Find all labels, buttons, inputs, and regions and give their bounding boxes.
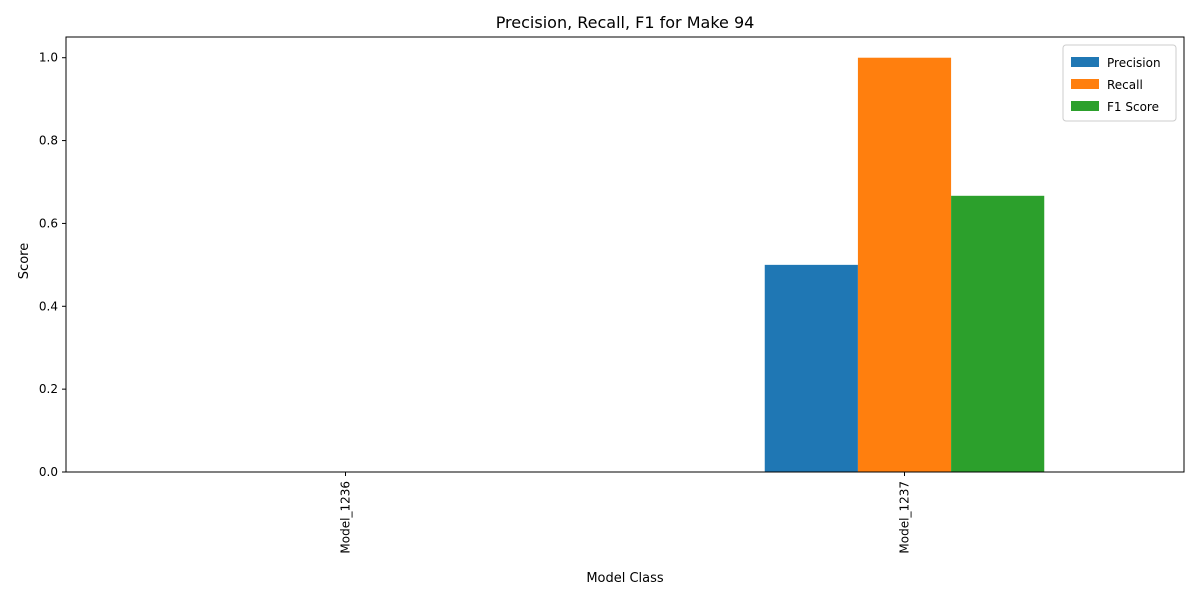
- y-tick-label: 1.0: [39, 51, 58, 65]
- y-tick-label: 0.0: [39, 465, 58, 479]
- y-tick-label: 0.8: [39, 134, 58, 148]
- plot-area-frame: [65, 36, 1185, 473]
- y-tick-label: 0.2: [39, 382, 58, 396]
- y-axis-label: Score: [17, 243, 32, 279]
- legend-label-precision: Precision: [1107, 56, 1161, 70]
- bar-precision-model_1237: [764, 264, 858, 472]
- y-tick-label: 0.4: [39, 299, 58, 313]
- bar-f1-score-model_1237: [951, 195, 1045, 472]
- legend-swatch-precision: [1071, 57, 1099, 67]
- y-tick-label: 0.6: [39, 216, 58, 230]
- legend-label-f1-score: F1 Score: [1107, 100, 1159, 114]
- bar-recall-model_1237: [857, 57, 952, 472]
- legend-swatch-f1-score: [1071, 101, 1099, 111]
- x-axis-ticks: Model_1236 Model_1237: [339, 472, 912, 554]
- x-tick-label: Model_1236: [339, 481, 353, 554]
- x-tick-label: Model_1237: [898, 481, 912, 554]
- legend-swatch-recall: [1071, 79, 1099, 89]
- chart-title: Precision, Recall, F1 for Make 94: [496, 13, 755, 32]
- y-axis-ticks: 0.0 0.2 0.4 0.6 0.8 1.0: [39, 51, 66, 479]
- bars-group: [764, 57, 1045, 472]
- legend-label-recall: Recall: [1107, 78, 1143, 92]
- x-axis-label: Model Class: [586, 571, 664, 586]
- legend: Precision Recall F1 Score: [1062, 44, 1177, 122]
